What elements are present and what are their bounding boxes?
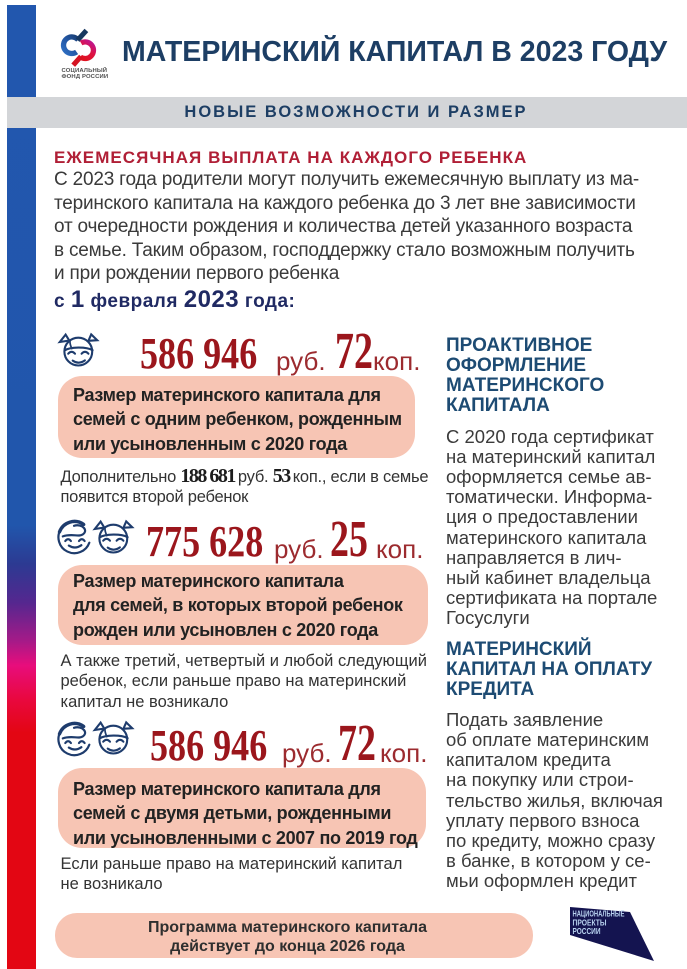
svg-text:РОССИИ: РОССИИ [573, 926, 601, 936]
svg-text:НАЦИОНАЛЬНЫЕ: НАЦИОНАЛЬНЫЕ [573, 909, 625, 919]
svg-text:ПРОЕКТЫ: ПРОЕКТЫ [573, 917, 607, 927]
